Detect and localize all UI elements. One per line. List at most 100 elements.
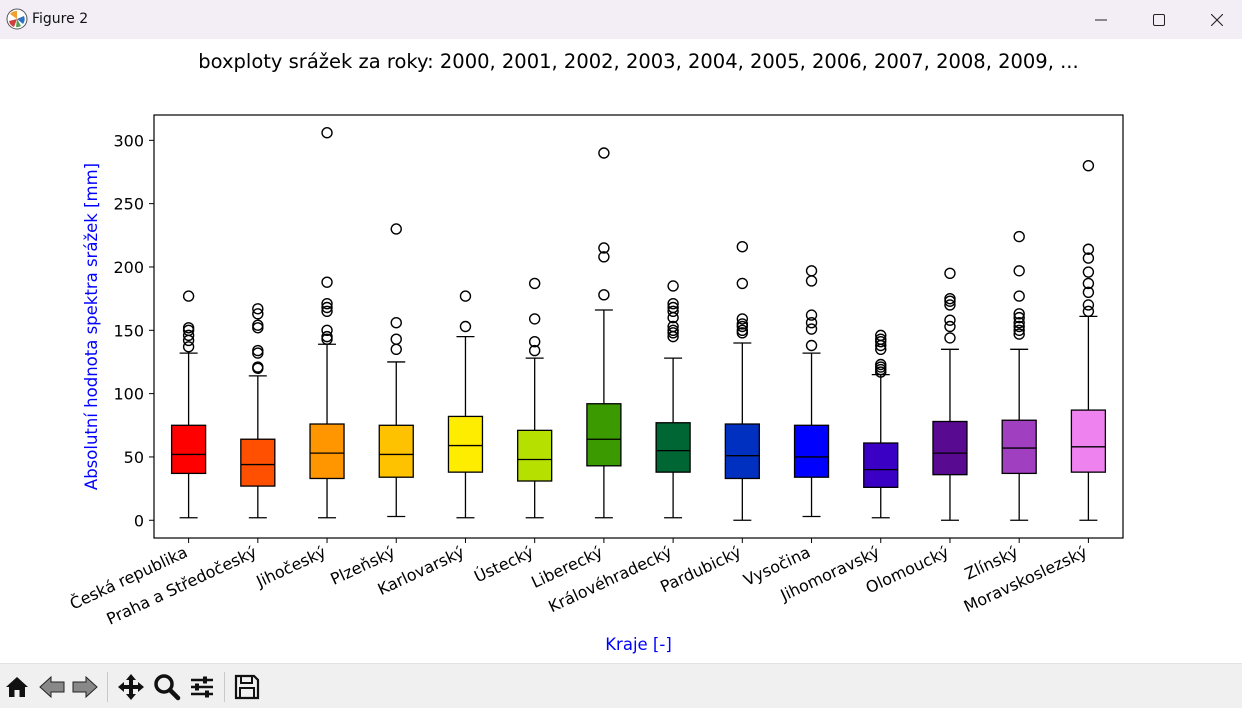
x-axis-label: Kraje [-]	[605, 635, 672, 654]
window-titlebar: Figure 2	[0, 0, 1242, 39]
box-iqr	[517, 429, 553, 482]
outlier-point	[598, 147, 610, 159]
outlier-point	[182, 341, 195, 353]
outlier-point	[944, 267, 956, 280]
box-iqr	[309, 423, 345, 480]
maximize-icon	[1153, 13, 1165, 26]
back-button[interactable]	[38, 673, 66, 701]
box-iqr	[793, 424, 830, 478]
boxplot-chart: boxploty srážek za roky: 2000, 2001, 200…	[67, 50, 1124, 654]
outlier-point	[252, 361, 264, 373]
outlier-point	[459, 290, 472, 302]
box-iqr	[447, 415, 484, 473]
outlier-point	[182, 329, 195, 342]
outlier-point	[1082, 277, 1095, 290]
outlier-point	[944, 292, 956, 305]
outlier-point	[390, 223, 402, 235]
configure-subplots-button[interactable]	[188, 673, 216, 701]
chart-title: boxploty srážek za roky: 2000, 2001, 200…	[198, 50, 1078, 73]
box-iqr	[378, 424, 414, 478]
outlier-point	[1082, 243, 1095, 255]
outlier-point	[736, 318, 749, 330]
outlier-point	[944, 314, 956, 326]
save-button[interactable]	[233, 673, 261, 701]
outlier-point	[1082, 305, 1095, 318]
outlier-point	[1013, 328, 1025, 340]
outlier-point	[321, 305, 333, 318]
box-iqr	[1070, 409, 1107, 473]
box-iqr	[655, 422, 691, 473]
figure-canvas: boxploty srážek za roky: 2000, 2001, 200…	[0, 39, 1242, 663]
outlier-point	[321, 330, 333, 343]
box-iqr	[863, 442, 899, 488]
outlier-point	[1013, 311, 1025, 324]
outlier-point	[667, 324, 679, 336]
outlier-point	[736, 324, 749, 336]
x-tick-label: Královéhradecký	[545, 542, 674, 616]
box-iqr	[724, 423, 760, 480]
outlier-point	[459, 320, 472, 333]
box-iqr	[1001, 419, 1037, 475]
back-arrow-icon	[39, 675, 65, 699]
minimize-button[interactable]	[1072, 0, 1130, 39]
outlier-point	[321, 127, 333, 139]
box-iqr	[170, 424, 207, 475]
outlier-point	[321, 324, 333, 336]
toolbar-separator	[224, 672, 225, 702]
forward-button[interactable]	[71, 673, 99, 701]
outlier-point	[875, 358, 887, 371]
zoom-button[interactable]	[153, 673, 181, 701]
outlier-point	[667, 298, 679, 310]
zoom-magnifier-icon	[154, 674, 181, 701]
x-tick-label: Ústecký	[471, 542, 536, 586]
outlier-point	[1082, 159, 1095, 172]
outlier-point	[321, 298, 333, 310]
outlier-point	[598, 242, 610, 254]
outlier-point	[390, 343, 402, 355]
y-tick-label: 200	[113, 258, 144, 277]
home-icon	[6, 677, 28, 697]
outlier-point	[805, 317, 818, 329]
outlier-point	[736, 277, 749, 290]
outlier-point	[1082, 266, 1095, 278]
outlier-point	[321, 276, 333, 288]
outlier-point	[667, 320, 679, 333]
outlier-point	[390, 317, 402, 329]
y-tick-label: 0	[134, 511, 144, 530]
outlier-point	[805, 275, 818, 287]
outlier-point	[252, 303, 264, 315]
outlier-point	[1013, 317, 1025, 329]
box-iqr	[586, 403, 622, 467]
outlier-point	[736, 241, 749, 253]
outlier-point	[182, 290, 195, 302]
minimize-icon	[1095, 19, 1107, 20]
outlier-point	[1082, 252, 1095, 264]
x-tick-label: Moravskoslezský	[961, 542, 1090, 616]
close-button[interactable]	[1188, 0, 1242, 39]
y-tick-label: 150	[113, 321, 144, 340]
configure-subplots-icon	[191, 676, 213, 698]
outlier-point	[1013, 265, 1025, 277]
outlier-point	[1013, 308, 1025, 320]
outlier-point	[805, 339, 818, 352]
save-disk-icon	[234, 674, 260, 700]
outlier-point	[805, 265, 818, 277]
matplotlib-app-icon	[6, 8, 28, 30]
outlier-point	[528, 313, 541, 325]
y-axis-label: Absolutní hodnota spektra srážek [mm]	[82, 163, 101, 490]
outlier-point	[252, 344, 264, 357]
outlier-point	[1013, 290, 1025, 302]
outlier-point	[667, 280, 679, 292]
home-button[interactable]	[3, 673, 31, 701]
y-tick-label: 250	[113, 195, 144, 214]
outlier-point	[528, 335, 541, 348]
y-tick-label: 100	[113, 385, 144, 404]
toolbar-separator	[107, 672, 108, 702]
outlier-point	[182, 322, 195, 334]
box-iqr	[932, 420, 968, 476]
pan-button[interactable]	[117, 673, 145, 701]
window-title: Figure 2	[32, 11, 89, 27]
outlier-point	[1013, 320, 1025, 333]
outlier-point	[875, 333, 887, 345]
maximize-button[interactable]	[1130, 0, 1188, 39]
